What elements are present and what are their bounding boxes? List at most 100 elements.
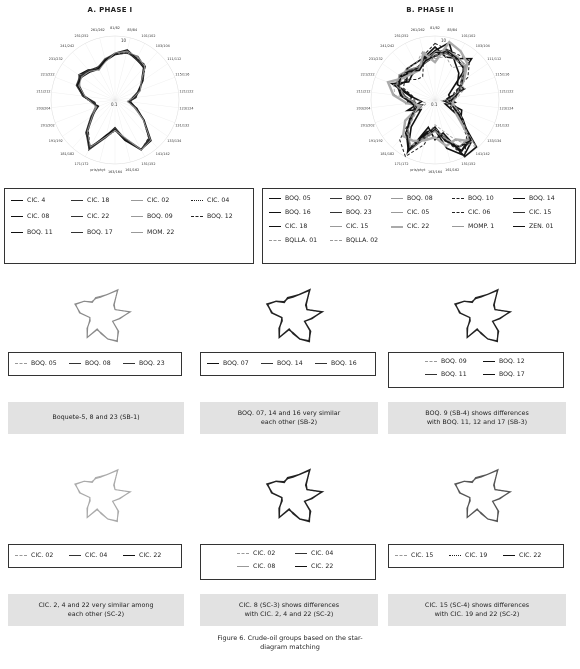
legend-item: CIC. 22 bbox=[123, 552, 161, 559]
phase2-title: B. PHASE II bbox=[406, 6, 454, 14]
legend-label: CIC. 22 bbox=[311, 563, 334, 570]
axis-label: pris/phyt bbox=[410, 168, 426, 172]
group-series-outline bbox=[75, 468, 132, 522]
legend-item: CIC. 02 bbox=[15, 552, 53, 559]
legend-label: MOM. 22 bbox=[147, 229, 175, 236]
axis-spoke bbox=[371, 99, 436, 108]
legend-item: CIC. 04 bbox=[191, 197, 229, 204]
axis-spoke bbox=[55, 77, 116, 101]
legend-item: CIC. 18 bbox=[269, 223, 307, 230]
group-caption-line: BOQ. 9 (SB-4) shows differences bbox=[425, 408, 529, 417]
axis-label: 163/164 bbox=[428, 170, 442, 174]
axis-spoke bbox=[392, 51, 436, 101]
legend-item: BOQ. 16 bbox=[269, 209, 311, 216]
axis-label: 181/182 bbox=[380, 152, 394, 156]
legend-label: CIC. 22 bbox=[87, 213, 110, 220]
legend-item: BOQ. 09 bbox=[425, 358, 467, 365]
legend-label: BOQ. 07 bbox=[223, 360, 249, 367]
legend-label: ZEN. 01 bbox=[529, 223, 554, 230]
legend-label: BOQ. 23 bbox=[346, 209, 372, 216]
legend-label: CIC. 06 bbox=[468, 209, 491, 216]
legend-swatch bbox=[123, 555, 135, 556]
legend-swatch bbox=[391, 212, 403, 213]
legend-label: BOQ. 12 bbox=[499, 358, 525, 365]
legend-swatch bbox=[452, 226, 464, 227]
series-outline bbox=[393, 50, 478, 148]
group-series-outline bbox=[266, 288, 325, 342]
legend-item: BOQ. 08 bbox=[69, 360, 111, 367]
figure-caption-line-1: Figure 6. Crude-oil groups based on the … bbox=[217, 634, 363, 642]
axis-spoke bbox=[405, 43, 436, 101]
axis-spoke bbox=[114, 77, 175, 101]
phase2-legend: BOQ. 05 BOQ. 07 BOQ. 08 BOQ. 10 BOQ. 14 BOQ. … bbox=[262, 188, 576, 264]
axis-label: 251/252 bbox=[394, 34, 408, 38]
axis-spoke bbox=[99, 99, 116, 163]
axis-label: 161/162 bbox=[445, 168, 459, 172]
legend-swatch bbox=[15, 555, 27, 556]
axis-label: 221/222 bbox=[41, 72, 55, 76]
legend-label: BOQ. 11 bbox=[441, 371, 467, 378]
legend-item: MOMP. 1 bbox=[452, 223, 494, 230]
axis-label: 85/84 bbox=[447, 28, 457, 32]
legend-item: BQLLA. 02 bbox=[330, 237, 378, 244]
legend-label: CIC. 15 bbox=[529, 209, 552, 216]
legend-label: BOQ. 16 bbox=[285, 209, 311, 216]
axis-label: 131/132 bbox=[175, 124, 189, 128]
axis-label: 171/172 bbox=[74, 162, 88, 166]
ring-label-center: 0.1 bbox=[431, 102, 438, 107]
legend-swatch bbox=[425, 374, 437, 375]
axis-spoke bbox=[114, 92, 179, 101]
axis-spoke bbox=[114, 99, 131, 163]
legend-item: BOQ. 05 bbox=[269, 195, 311, 202]
legend-swatch bbox=[131, 216, 143, 217]
group-series-outline bbox=[75, 288, 132, 342]
legend-label: CIC. 4 bbox=[27, 197, 46, 204]
figure-caption: Figure 6. Crude-oil groups based on the … bbox=[180, 634, 400, 652]
legend-swatch bbox=[330, 212, 342, 213]
axis-spoke bbox=[62, 63, 116, 101]
legend-label: CIC. 05 bbox=[407, 209, 430, 216]
legend-item: BOQ. 07 bbox=[207, 360, 249, 367]
legend-item: CIC. 06 bbox=[452, 209, 490, 216]
legend-swatch bbox=[295, 566, 307, 567]
legend-swatch bbox=[391, 225, 403, 228]
axis-label: 211/212 bbox=[36, 89, 50, 93]
legend-label: BOQ. 14 bbox=[277, 360, 303, 367]
axis-label: 121/122 bbox=[499, 89, 513, 93]
legend-swatch bbox=[207, 363, 219, 364]
legend-label: BOQ. 23 bbox=[139, 360, 165, 367]
legend-swatch bbox=[452, 212, 464, 213]
axis-spoke bbox=[434, 92, 499, 101]
legend-item: CIC. 04 bbox=[295, 550, 333, 557]
group-legend: BOQ. 07 BOQ. 14 BOQ. 16 bbox=[200, 352, 376, 376]
legend-item: CIC. 4 bbox=[11, 197, 45, 204]
axis-spoke bbox=[375, 77, 436, 101]
axis-label: 221/222 bbox=[361, 72, 375, 76]
legend-label: BOQ. 16 bbox=[331, 360, 357, 367]
legend-label: CIC. 22 bbox=[519, 552, 542, 559]
axis-label: 151/152 bbox=[141, 162, 155, 166]
legend-swatch bbox=[191, 200, 203, 201]
group-star-diagram bbox=[265, 288, 325, 343]
axis-spoke bbox=[72, 99, 116, 149]
legend-swatch bbox=[315, 363, 327, 364]
axis-spoke bbox=[62, 99, 116, 137]
legend-label: BOQ. 08 bbox=[85, 360, 111, 367]
legend-item: BOQ. 12 bbox=[483, 358, 525, 365]
axis-label: 103/104 bbox=[156, 44, 170, 48]
legend-swatch bbox=[11, 232, 23, 233]
axis-spoke bbox=[55, 99, 116, 123]
legend-swatch bbox=[269, 226, 281, 227]
legend-label: BOQ. 09 bbox=[441, 358, 467, 365]
group-caption: BOQ. 07, 14 and 16 very similar each othe… bbox=[200, 402, 378, 434]
legend-label: BOQ. 12 bbox=[207, 213, 233, 220]
legend-swatch bbox=[513, 198, 525, 199]
group-caption-line: BOQ. 07, 14 and 16 very similar bbox=[237, 408, 341, 417]
axis-spoke bbox=[72, 51, 116, 101]
legend-item: CIC. 22 bbox=[391, 223, 429, 230]
axis-label: 115/116 bbox=[495, 72, 509, 76]
axis-spoke bbox=[419, 37, 436, 101]
axis-spoke bbox=[85, 43, 116, 101]
legend-item: BOQ. 10 bbox=[452, 195, 494, 202]
axis-label: 191/192 bbox=[369, 139, 383, 143]
